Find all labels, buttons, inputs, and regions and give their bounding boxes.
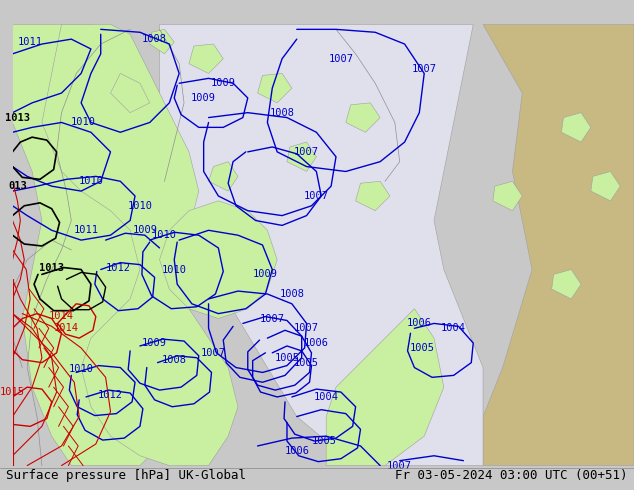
Text: 1010: 1010 [79, 176, 103, 186]
Text: 1009: 1009 [253, 270, 278, 279]
Text: 1007: 1007 [387, 461, 412, 470]
Polygon shape [13, 24, 179, 465]
Polygon shape [552, 270, 581, 299]
Text: 1009: 1009 [142, 338, 167, 348]
Text: 1015: 1015 [0, 387, 25, 397]
Polygon shape [562, 113, 591, 142]
Polygon shape [483, 24, 634, 465]
Text: 1010: 1010 [162, 265, 187, 274]
Polygon shape [257, 74, 292, 103]
Text: 1013: 1013 [5, 113, 30, 122]
Polygon shape [346, 103, 380, 132]
Text: 1006: 1006 [284, 446, 309, 456]
Text: 1008: 1008 [142, 34, 167, 44]
Text: 1013: 1013 [39, 263, 64, 272]
Text: 1009: 1009 [133, 225, 157, 235]
Text: Surface pressure [hPa] UK-Global: Surface pressure [hPa] UK-Global [6, 468, 247, 482]
Text: 1012: 1012 [98, 390, 123, 400]
Polygon shape [493, 181, 522, 211]
Polygon shape [356, 181, 390, 211]
Text: 1012: 1012 [106, 263, 131, 272]
Text: 1007: 1007 [201, 348, 226, 358]
Text: 1007: 1007 [411, 64, 437, 74]
Text: 1014: 1014 [49, 311, 74, 320]
Text: 1007: 1007 [260, 314, 285, 323]
Text: 1005: 1005 [275, 353, 299, 363]
Polygon shape [287, 142, 316, 172]
Polygon shape [209, 162, 238, 191]
Text: 1006: 1006 [407, 318, 432, 328]
Text: 1010: 1010 [152, 230, 177, 240]
Text: 1009: 1009 [210, 78, 236, 88]
Text: Fr 03-05-2024 03:00 UTC (00+51): Fr 03-05-2024 03:00 UTC (00+51) [395, 468, 628, 482]
Polygon shape [189, 44, 223, 74]
Text: 1008: 1008 [162, 355, 187, 365]
Polygon shape [110, 74, 150, 113]
Polygon shape [591, 172, 620, 201]
Text: 1004: 1004 [441, 323, 466, 333]
Polygon shape [326, 309, 444, 466]
Text: 1008: 1008 [280, 289, 304, 299]
Polygon shape [150, 29, 174, 54]
Text: 1009: 1009 [191, 93, 216, 103]
Text: 1005: 1005 [410, 343, 435, 353]
Text: 1007: 1007 [294, 323, 319, 333]
Text: 1010: 1010 [68, 365, 94, 374]
Text: 1005: 1005 [294, 358, 319, 368]
Text: 1008: 1008 [269, 108, 295, 118]
Text: 1014: 1014 [54, 323, 79, 333]
Text: 1010: 1010 [70, 118, 96, 127]
Text: 1006: 1006 [304, 338, 329, 348]
Polygon shape [160, 201, 277, 318]
Text: 1010: 1010 [127, 201, 152, 211]
Text: 1004: 1004 [314, 392, 339, 402]
Text: 1007: 1007 [294, 147, 319, 157]
Text: 1007: 1007 [328, 54, 353, 64]
Polygon shape [160, 24, 483, 465]
Polygon shape [42, 24, 238, 465]
Text: 1007: 1007 [304, 191, 329, 201]
Text: 1005: 1005 [312, 436, 337, 446]
Text: 013: 013 [8, 181, 27, 191]
Text: 1011: 1011 [74, 225, 98, 235]
Text: 1011: 1011 [18, 37, 42, 47]
